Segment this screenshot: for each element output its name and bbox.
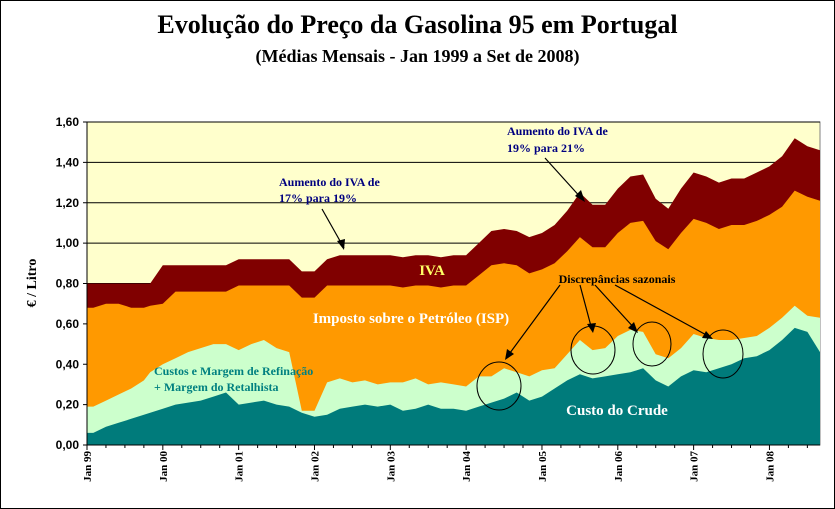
seasonal-arrow-2 (579, 284, 593, 331)
vat-19-arrow (544, 157, 584, 201)
y-axis: 0,00 0,20 0,40 0,60 0,80 1,00 1,20 1,40 1,60 (56, 115, 88, 452)
y-tick-label: 0,80 (56, 277, 80, 291)
isp-label: Imposto sobre o Petróleo (ISP) (313, 311, 509, 327)
seasonal-arrowhead-1 (505, 349, 514, 360)
y-axis-label: € / Litro (25, 259, 40, 308)
annotation-arrows (321, 157, 711, 358)
x-tick-label: Jan 99 (82, 451, 94, 482)
seasonal-circle-2006 (632, 321, 672, 367)
y-tick-label: 1,20 (56, 196, 80, 210)
x-tick-label: Jan 06 (613, 451, 625, 482)
vat-17-arrowhead (337, 239, 345, 250)
y-tick-label: 0,00 (56, 438, 80, 452)
y-tick-label: 1,00 (56, 236, 80, 250)
area-custo (87, 327, 820, 445)
vat-19-line2: 19% para 21% (507, 141, 585, 155)
seasonal-circles (476, 321, 744, 411)
vat-17-line2: 17% para 19% (279, 191, 357, 205)
seasonal-arrowhead-4 (702, 331, 713, 339)
x-tick-label: Jan 07 (689, 451, 701, 482)
y-tick-label: 0,60 (56, 317, 80, 331)
vat-19-arrowhead (575, 190, 585, 202)
crude-label: Custo do Crude (566, 403, 668, 419)
seasonal-circle-2007 (702, 329, 744, 379)
y-tick-label: 0,40 (56, 357, 80, 371)
x-tick-label: Jan 00 (158, 451, 170, 482)
chart-title: Evolução do Preço da Gasolina 95 em Port… (157, 10, 678, 39)
refining-label-line1: Custos e Margem de Refinação (154, 364, 313, 378)
seasonal-arrowhead-3 (628, 322, 638, 333)
x-tick-label: Jan 03 (385, 451, 397, 482)
y-tick-label: 1,40 (56, 155, 80, 169)
refining-label-line2: + Margem do Retalhista (154, 380, 278, 394)
seasonal-arrow-3 (594, 284, 637, 331)
x-tick-label: Jan 08 (764, 451, 776, 482)
x-tick-label: Jan 05 (537, 451, 549, 482)
vat-17-line1: Aumento do IVA de (279, 175, 380, 189)
y-tick-label: 0,20 (56, 398, 80, 412)
seasonal-arrow-1 (506, 284, 561, 358)
chart-subtitle: (Médias Mensais - Jan 1999 a Set de 2008… (255, 46, 580, 66)
seasonal-circle-2005 (570, 325, 616, 375)
x-tick-label: Jan 01 (234, 451, 246, 482)
seasonal-arrowhead-2 (587, 323, 596, 333)
stacked-areas (87, 138, 820, 445)
vat-19-line1: Aumento do IVA de (507, 124, 608, 138)
x-tick-label: Jan 04 (461, 451, 473, 482)
iva-label: IVA (419, 263, 445, 279)
seasonal-circle-2004 (476, 361, 522, 411)
x-axis: Jan 99 Jan 00 Jan 01 Jan 02 Jan 03 Jan 04 Jan … (82, 444, 820, 482)
y-tick-label: 1,60 (56, 115, 80, 129)
arrowheads (337, 190, 713, 360)
seasonal-arrow-4 (614, 284, 711, 338)
seasonal-label: Discrepâncias sazonais (559, 272, 676, 286)
x-tick-label: Jan 02 (309, 451, 321, 482)
